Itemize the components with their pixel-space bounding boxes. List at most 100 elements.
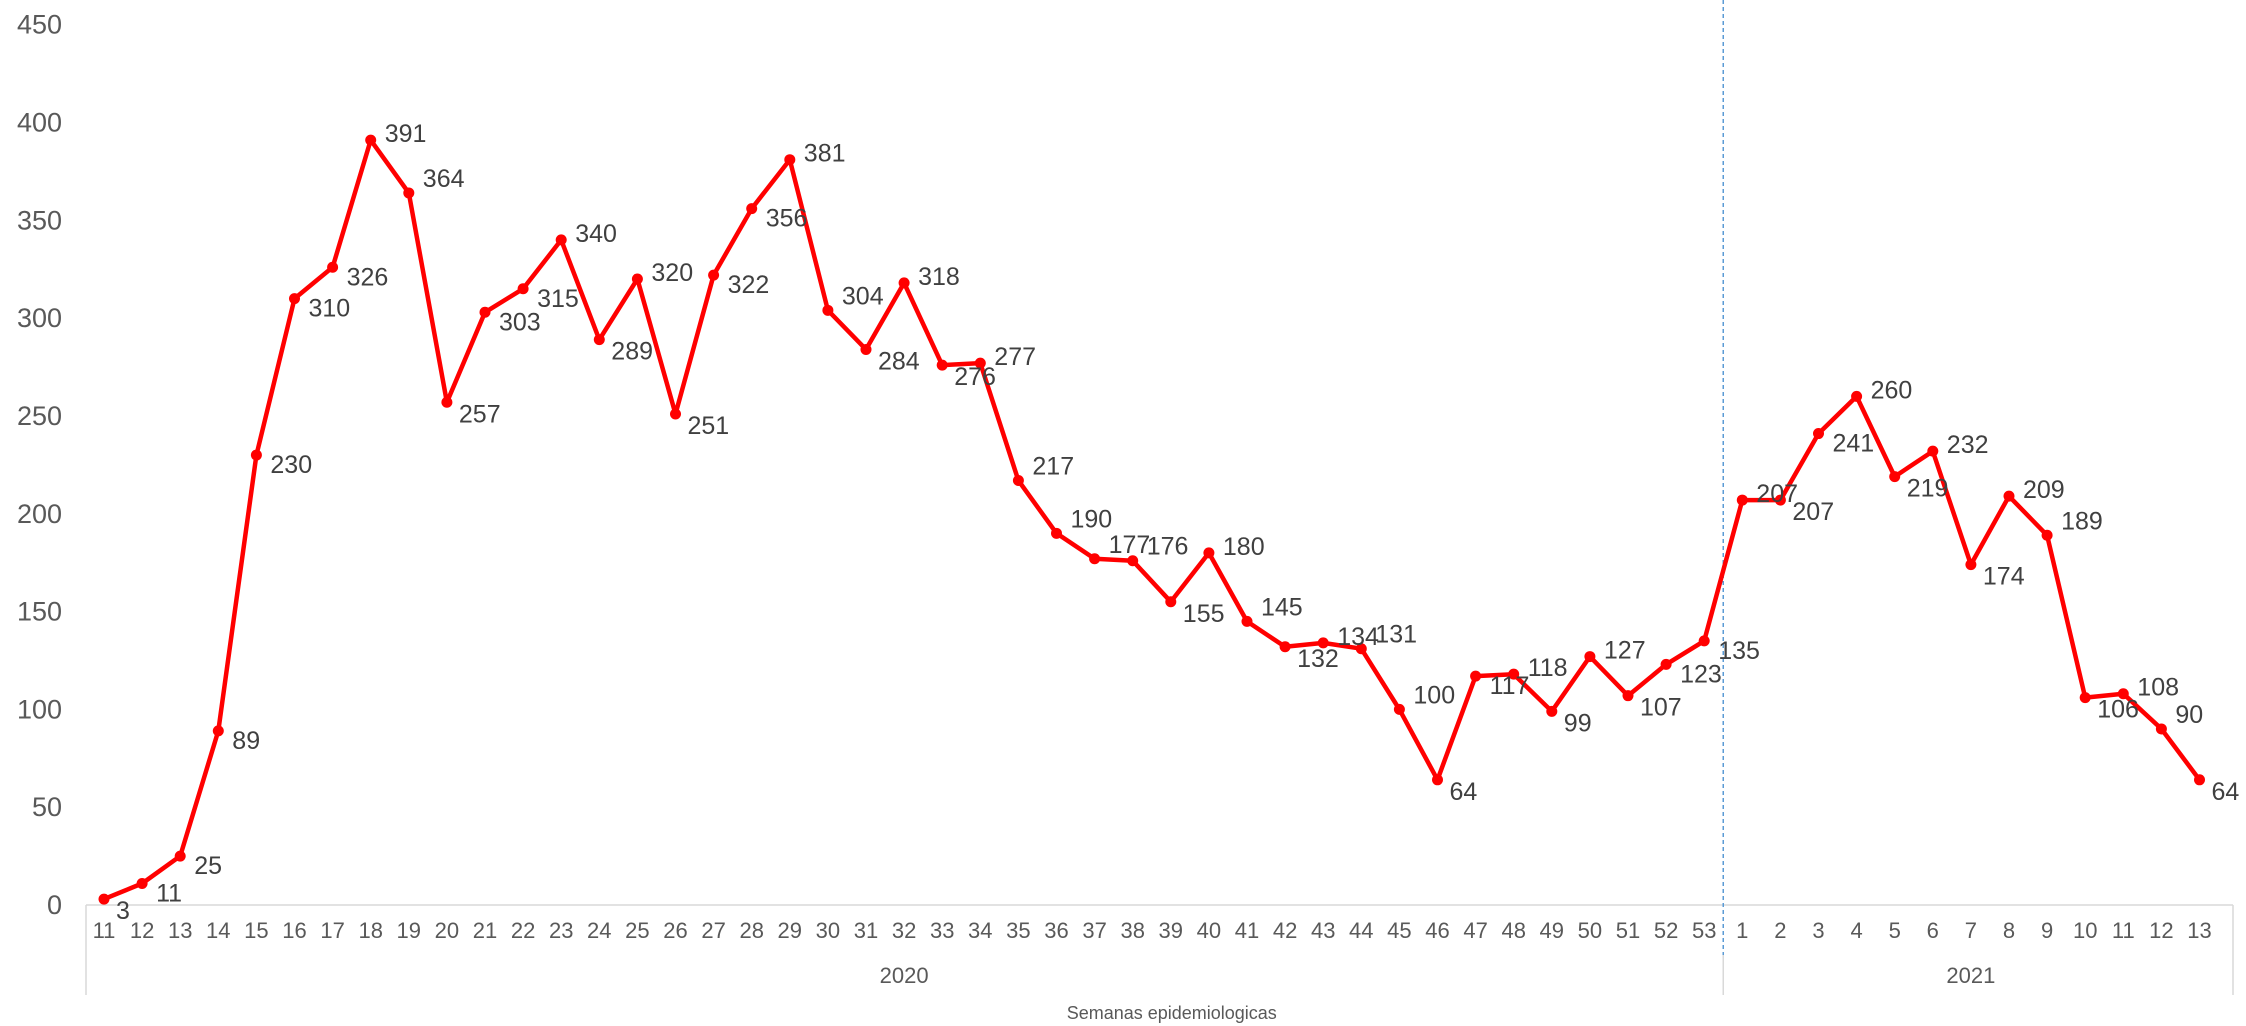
x-tick-label: 22 [511, 918, 535, 943]
data-label: 304 [842, 282, 884, 310]
data-point [555, 234, 567, 246]
data-label: 277 [994, 343, 1036, 371]
data-point [784, 154, 796, 166]
data-point [517, 283, 529, 295]
data-point [593, 334, 605, 346]
data-label: 364 [423, 165, 465, 193]
data-point [1508, 668, 1520, 680]
x-tick-label: 31 [854, 918, 878, 943]
data-point [1279, 641, 1291, 653]
data-label: 322 [728, 271, 770, 299]
data-label: 257 [459, 400, 501, 428]
data-point [1889, 471, 1901, 483]
data-point [1089, 553, 1101, 565]
data-label: 318 [918, 263, 960, 291]
data-point [403, 187, 415, 199]
data-label: 276 [954, 363, 996, 391]
data-label: 207 [1756, 480, 1798, 508]
x-tick-label: 27 [701, 918, 725, 943]
x-tick-label: 5 [1889, 918, 1901, 943]
data-point [1698, 635, 1710, 647]
x-tick-label: 40 [1197, 918, 1221, 943]
x-axis: 11 12 13 14 15 16 17 18 19 20 21 22 23 24 25 26 27 28 29 30… [85, 904, 2234, 995]
x-tick-label: 26 [663, 918, 687, 943]
data-point [2041, 529, 2053, 541]
data-label: 118 [1528, 654, 1568, 682]
data-label: 64 [2212, 778, 2240, 806]
data-point [1660, 658, 1672, 670]
data-point [860, 343, 872, 355]
data-label: 135 [1718, 637, 1760, 665]
x-tick-label: 7 [1965, 918, 1977, 943]
data-point [2079, 692, 2091, 704]
data-points [98, 134, 2205, 905]
data-label: 289 [611, 338, 653, 366]
x-tick-label: 34 [968, 918, 992, 943]
data-label: 303 [499, 308, 541, 336]
x-tick-label: 13 [2187, 918, 2211, 943]
data-label: 232 [1947, 431, 1989, 459]
data-point [479, 306, 491, 318]
data-point [1317, 637, 1329, 649]
data-point [936, 359, 948, 371]
data-label: 123 [1680, 660, 1722, 688]
x-tick-label: 28 [739, 918, 763, 943]
data-label: 356 [766, 205, 808, 233]
data-label: 89 [232, 727, 260, 755]
data-label: 99 [1564, 709, 1592, 737]
data-point [1546, 705, 1558, 717]
data-point [1584, 651, 1596, 663]
data-point [1127, 555, 1139, 567]
x-tick-label: 18 [358, 918, 382, 943]
y-tick-label: 100 [17, 694, 62, 724]
data-point [1432, 774, 1443, 786]
x-tick-label: 52 [1654, 918, 1678, 943]
data-label: 132 [1297, 645, 1339, 673]
x-axis-title: Semanas epidemiologicas [1067, 1003, 1277, 1023]
data-label: 108 [2137, 674, 2179, 702]
x-tick-label: 13 [168, 918, 192, 943]
x-tick-label: 2 [1774, 918, 1786, 943]
data-label: 251 [688, 412, 730, 440]
data-point [1051, 527, 1062, 539]
x-tick-label: 43 [1311, 918, 1335, 943]
x-tick-label: 35 [1006, 918, 1030, 943]
data-point [1851, 390, 1863, 402]
data-point [289, 293, 300, 305]
y-tick-label: 300 [17, 303, 62, 333]
data-point [1965, 559, 1977, 571]
data-point [708, 269, 720, 281]
x-tick-label: 12 [130, 918, 154, 943]
data-point [1774, 494, 1786, 506]
x-tick-label: 21 [473, 918, 497, 943]
data-label: 219 [1907, 475, 1949, 503]
data-label: 127 [1604, 637, 1646, 665]
x-tick-label: 32 [892, 918, 916, 943]
x-tick-label: 42 [1273, 918, 1297, 943]
x-tick-label: 11 [2112, 918, 2135, 943]
x-tick-label: 36 [1044, 918, 1068, 943]
series-polyline [103, 137, 2202, 902]
data-label: 25 [194, 852, 222, 880]
x-tick-label: 50 [1578, 918, 1602, 943]
y-tick-label: 200 [17, 499, 62, 529]
data-label: 190 [1071, 505, 1113, 533]
data-label: 155 [1183, 600, 1225, 628]
x-tick-label: 47 [1463, 918, 1487, 943]
data-label: 90 [2175, 701, 2203, 729]
series-line [103, 137, 2202, 902]
data-label: 11 [156, 879, 182, 907]
x-tick-label: 3 [1812, 918, 1824, 943]
data-point [1622, 690, 1634, 702]
data-label: 310 [309, 295, 351, 323]
data-label: 230 [270, 451, 312, 479]
x-tick-label: 24 [587, 918, 611, 943]
data-point [1203, 547, 1215, 559]
data-label: 217 [1032, 453, 1074, 481]
data-label: 189 [2061, 507, 2103, 535]
data-label: 176 [1147, 533, 1189, 561]
x-tick-label: 49 [1540, 918, 1564, 943]
data-label: 241 [1833, 430, 1875, 458]
x-tick-label: 53 [1692, 918, 1716, 943]
